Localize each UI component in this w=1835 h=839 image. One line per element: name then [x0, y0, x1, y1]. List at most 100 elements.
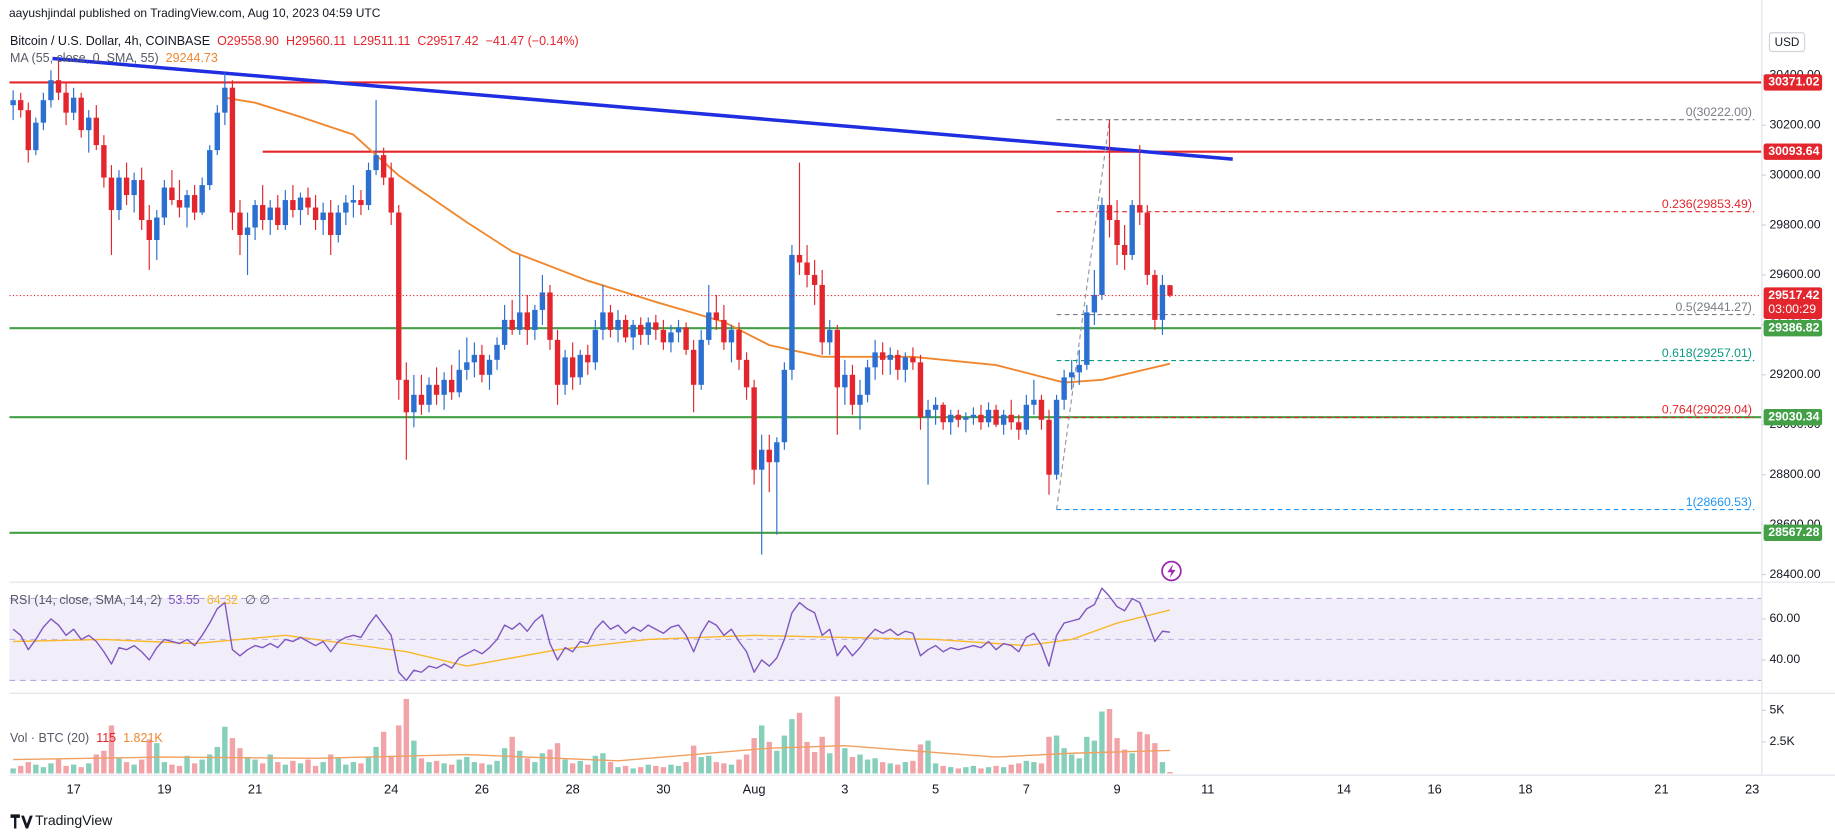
volume-bar: [48, 763, 54, 774]
volume-bar: [721, 763, 727, 774]
volume-bar: [1091, 740, 1098, 774]
y-tick-label: 40.00: [1769, 652, 1800, 666]
x-tick-label: 23: [1745, 781, 1759, 796]
candle-body: [940, 404, 946, 423]
volume-bar: [585, 764, 591, 774]
candle-body: [774, 442, 780, 463]
volume-bar: [539, 753, 546, 774]
volume-bar: [494, 760, 500, 774]
volume-bar: [872, 758, 878, 774]
volume-bar: [403, 698, 410, 774]
candle-body: [819, 284, 825, 343]
candle-body: [895, 354, 901, 370]
candle-body: [199, 185, 205, 213]
currency-box[interactable]: [1768, 32, 1806, 53]
candle-body: [25, 110, 31, 151]
volume-bar: [191, 763, 198, 774]
volume-bar: [40, 767, 47, 774]
volume-bar: [411, 740, 417, 774]
alert-icon[interactable]: [1161, 560, 1182, 582]
candle-body: [70, 97, 77, 113]
last-price-box: [1763, 287, 1823, 319]
fib-label: 0.618(29257.01): [1662, 346, 1752, 360]
volume-bar: [917, 744, 924, 774]
publisher: aayushjindal published on TradingView.co…: [9, 6, 380, 20]
candle-body: [932, 404, 939, 410]
candle-body: [713, 312, 720, 320]
candle-body: [464, 362, 470, 370]
volume-bar: [70, 764, 77, 774]
volume-bar: [985, 767, 992, 774]
candle-body: [456, 369, 462, 393]
volume-bar: [940, 765, 946, 774]
candle-body: [55, 80, 62, 93]
x-tick-label: Aug: [743, 781, 766, 796]
rsi-legend: RSI (14, close, SMA, 14, 2) 53.55 64.32 …: [10, 592, 270, 608]
candle-body: [373, 155, 379, 171]
volume-bar: [252, 759, 258, 774]
volume-bar: [811, 751, 818, 774]
candle-body: [63, 92, 69, 113]
volume-bar: [864, 759, 871, 774]
candle-body: [1008, 414, 1014, 423]
candle-body: [1084, 312, 1090, 365]
candle-body: [411, 394, 417, 413]
volume-ma-value: 1.821K: [123, 731, 163, 745]
candle-body: [645, 322, 651, 335]
candle-body: [184, 195, 190, 208]
candle-body: [736, 329, 742, 360]
price-level-tag: 29386.82: [1768, 320, 1819, 334]
candle-body: [842, 374, 848, 388]
volume-bar: [10, 768, 16, 774]
volume-bar: [108, 725, 115, 774]
fib-label: 0.764(29029.04): [1662, 403, 1752, 417]
candle-body: [18, 100, 24, 111]
x-tick-label: 21: [248, 781, 262, 796]
candle-body: [1129, 205, 1135, 255]
volume-bar: [138, 759, 145, 774]
volume-bar: [282, 764, 289, 774]
volume-bar: [887, 763, 893, 774]
candle-body: [668, 332, 674, 343]
candle-body: [426, 384, 432, 405]
volume-bar: [532, 762, 538, 774]
volume-bar: [441, 763, 447, 774]
volume-bar: [562, 759, 568, 774]
x-tick-label: 28: [566, 781, 580, 796]
candle-body: [1000, 414, 1007, 425]
volume-ma-line: [13, 744, 1171, 762]
volume-bar: [501, 748, 508, 774]
volume-bar: [146, 739, 152, 774]
rsi-value: 53.55: [168, 592, 200, 607]
y-tick-label: 2.5K: [1769, 734, 1795, 748]
candle-body: [86, 117, 92, 131]
candle-body: [857, 394, 863, 405]
volume-bar: [517, 750, 523, 774]
candle-body: [872, 352, 878, 368]
price-level-tag: 30371.02: [1768, 75, 1819, 89]
candle-body: [1121, 244, 1128, 255]
volume-bar: [154, 743, 160, 774]
volume-bar: [1023, 760, 1030, 774]
volume-bar: [275, 762, 281, 774]
volume-bar: [834, 696, 840, 774]
volume-bar: [1008, 764, 1014, 774]
volume-bar: [290, 760, 296, 774]
price-level-tag: 29030.34: [1768, 409, 1819, 423]
candle-body: [207, 150, 213, 186]
candle-body: [811, 274, 818, 285]
volume-bar: [1159, 762, 1166, 774]
volume-bar: [486, 764, 493, 774]
price-level-tag-box: [1763, 408, 1823, 426]
price-level-tag: 28567.28: [1768, 525, 1819, 539]
candle-body: [698, 339, 704, 385]
x-tick-label: 16: [1427, 781, 1441, 796]
volume-bar: [328, 754, 334, 774]
ma-value: 29244.73: [165, 51, 218, 65]
volume-bar: [1046, 736, 1052, 774]
candle-body: [547, 292, 553, 340]
plot-area: 0(30222.00) 0.236(29853.49) 0.5(29441.27) 0…: [9, 56, 1762, 774]
candle-body: [448, 379, 455, 393]
volume-bar: [774, 750, 780, 774]
candle-body: [970, 414, 977, 418]
